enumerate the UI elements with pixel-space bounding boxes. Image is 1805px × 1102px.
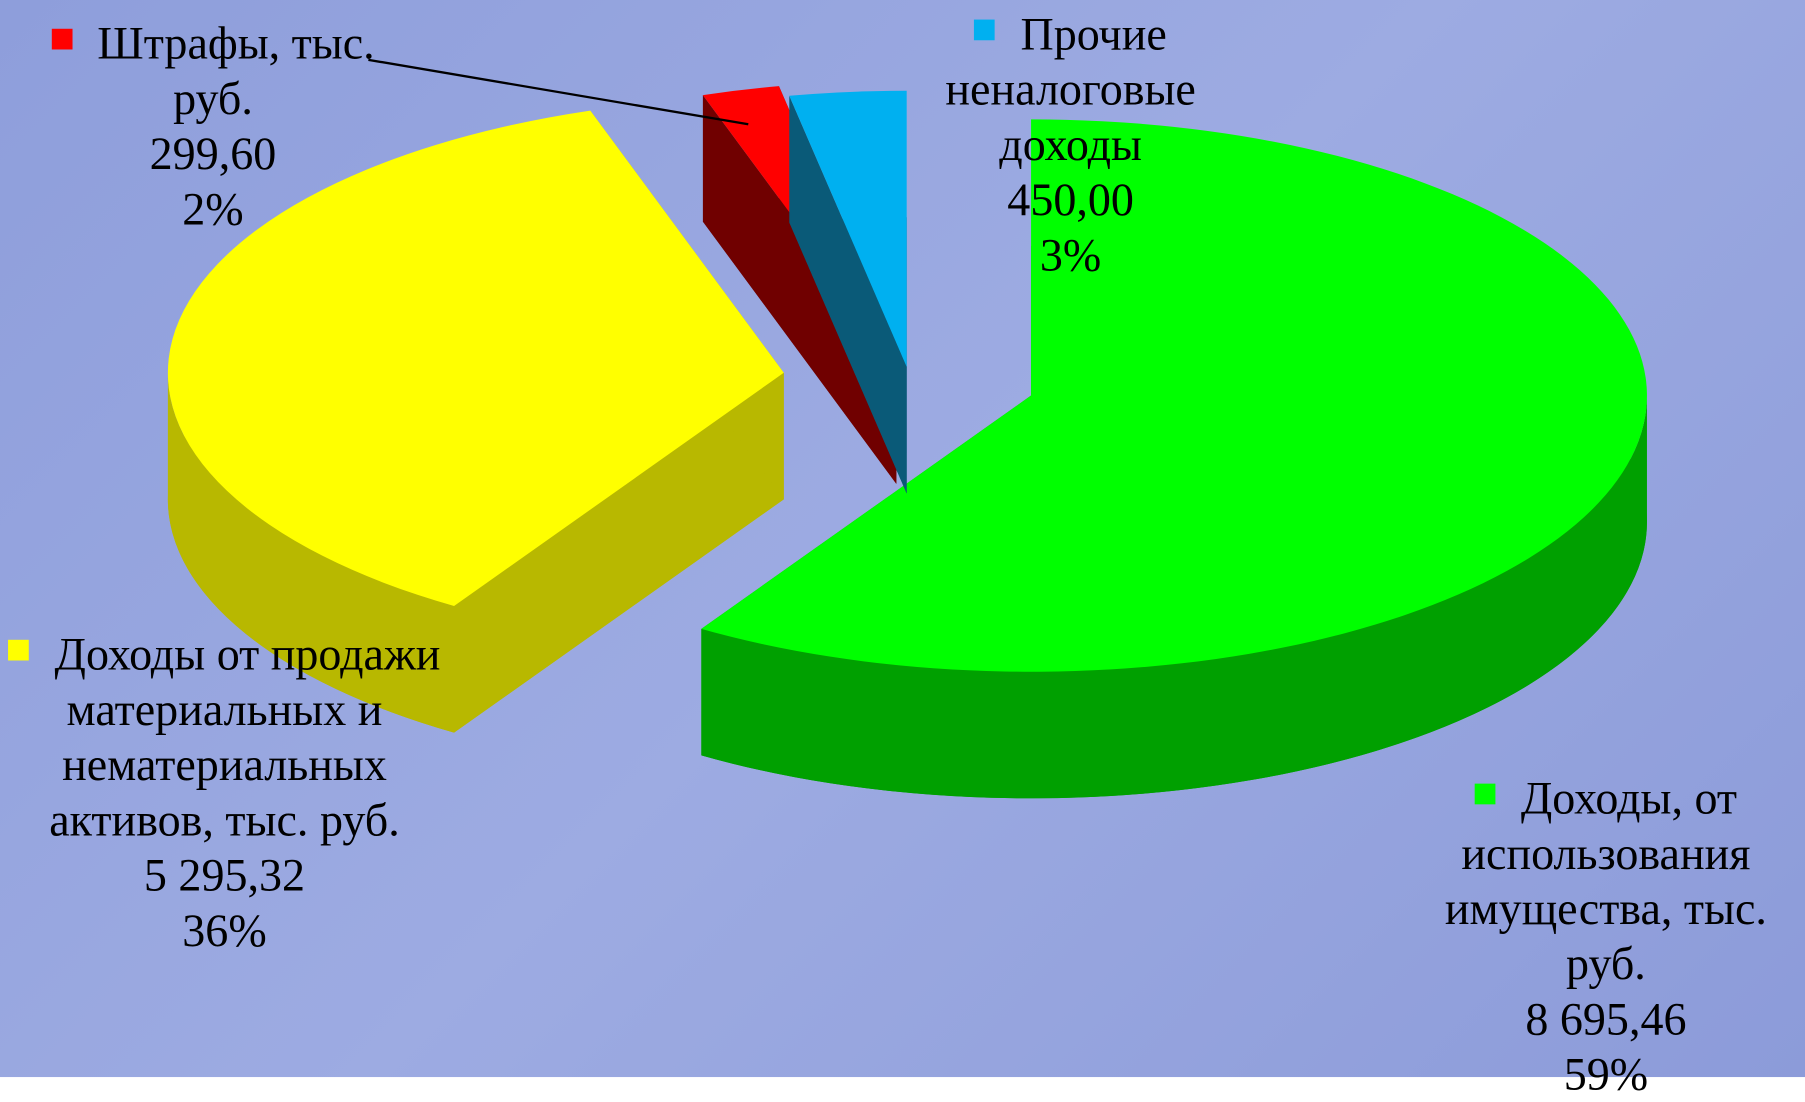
slice: [167, 110, 784, 733]
legend-square: [974, 19, 996, 41]
label-yellow: Доходы от продажи материальных и нематер…: [0, 627, 449, 958]
category-label: Прочие неналоговые доходы: [945, 8, 1196, 171]
slice-outer-wall: [701, 395, 1647, 799]
category-label: Доходы, от использования имущества, тыс.…: [1444, 772, 1767, 990]
slice-top: [789, 90, 907, 367]
slice-wall: [789, 95, 907, 494]
percent-label: 3%: [1039, 228, 1102, 281]
label-cyan: Прочие неналоговые доходы 450,00 3%: [886, 7, 1254, 283]
category-label: Доходы от продажи материальных и нематер…: [49, 628, 441, 846]
slice: [701, 119, 1647, 799]
legend-square: [8, 639, 30, 661]
slice: [789, 90, 907, 494]
percent-label: 59%: [1563, 1048, 1649, 1101]
slice-outer-wall: [167, 372, 455, 733]
slice-top: [701, 119, 1647, 672]
label-red: Штрафы, тыс. руб. 299,60 2%: [29, 16, 397, 237]
legend-square: [1474, 783, 1496, 805]
legend-square: [51, 28, 72, 50]
percent-label: 2%: [182, 182, 244, 235]
label-green: Доходы, от использования имущества, тыс.…: [1410, 771, 1801, 1102]
value-label: 299,60: [149, 127, 277, 180]
slice-wall: [702, 95, 897, 484]
slice-top: [167, 110, 784, 607]
pie-area: [167, 58, 1647, 799]
slice-wall: [454, 372, 784, 733]
value-label: 450,00: [1007, 173, 1134, 226]
category-label: Штрафы, тыс. руб.: [97, 17, 375, 125]
leader-line: [368, 58, 749, 126]
percent-label: 36%: [182, 904, 267, 957]
value-label: 8 695,46: [1525, 993, 1687, 1045]
value-label: 5 295,32: [143, 849, 306, 901]
